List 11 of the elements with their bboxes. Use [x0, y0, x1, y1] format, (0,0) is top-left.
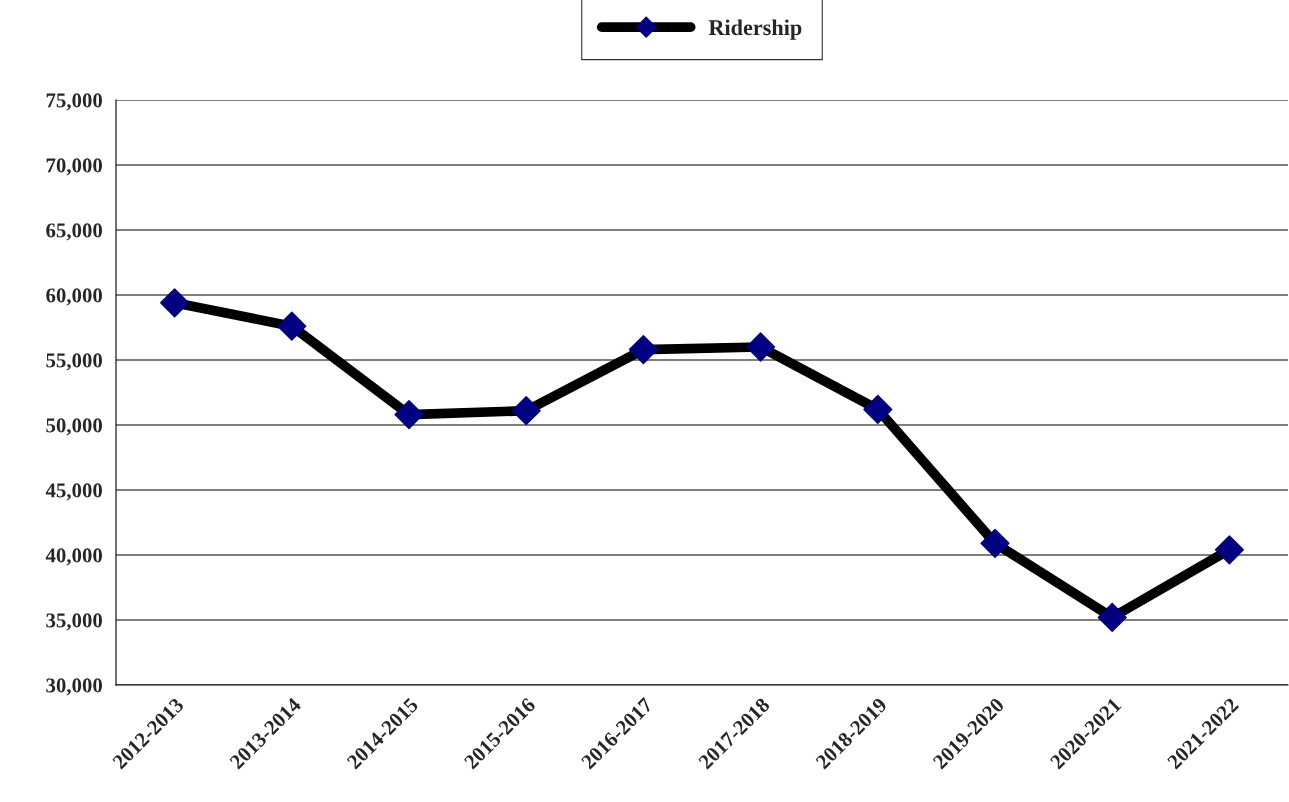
- y-tick-label: 65,000: [46, 223, 103, 241]
- y-tick-label: 45,000: [45, 483, 103, 501]
- legend-label: Ridership: [708, 19, 802, 40]
- y-tick-label: 55,000: [46, 353, 103, 371]
- y-tick-label: 60,000: [46, 288, 103, 306]
- y-tick-label: 30,000: [46, 678, 103, 696]
- y-tick-label: 35,000: [46, 613, 103, 631]
- y-tick-label: 40,000: [45, 548, 103, 566]
- y-tick-label: 50,000: [46, 418, 103, 436]
- y-tick-label: 70,000: [46, 158, 103, 176]
- y-tick-label: 75,000: [46, 93, 103, 111]
